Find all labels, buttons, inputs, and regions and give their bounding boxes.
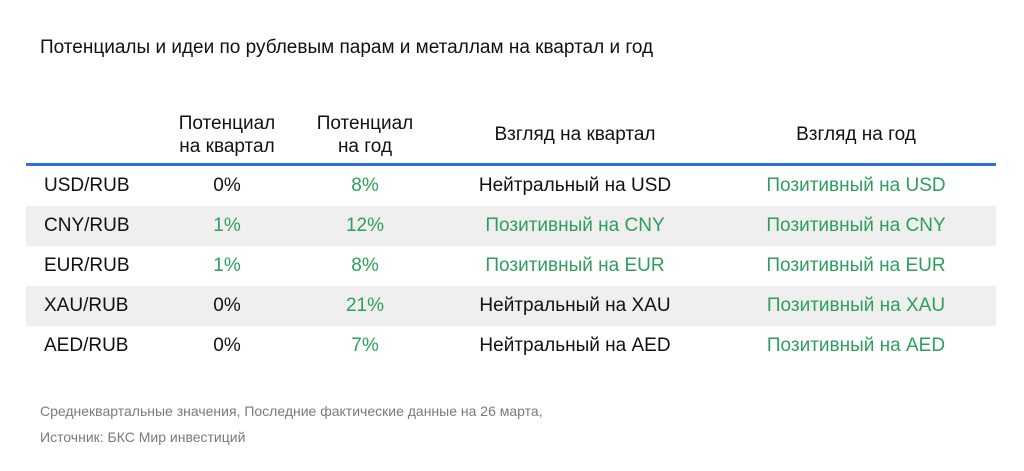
cell-pair: CNY/RUB [44,215,130,236]
table-body: USD/RUB 0% 8% Нейтральный на USD Позитив… [26,166,996,366]
table-row: AED/RUB 0% 7% Нейтральный на AED Позитив… [26,326,996,366]
cell-year-view: Позитивный на EUR [766,255,946,276]
cell-quarter-potential: 0% [213,295,241,316]
header-year-potential-line1: Потенциал [316,112,414,134]
cell-pair: USD/RUB [44,175,130,196]
cell-year-view: Позитивный на CNY [766,215,946,236]
cell-year-view: Позитивный на AED [766,335,946,356]
cell-year-potential: 8% [351,175,379,196]
cell-year-view: Позитивный на XAU [766,295,946,316]
cell-quarter-view: Нейтральный на XAU [479,295,671,316]
cell-year-potential: 21% [345,295,385,316]
header-quarter-view: Взгляд на квартал [494,124,656,145]
page-title: Потенциалы и идеи по рублевым парам и ме… [40,37,654,58]
cell-quarter-view: Позитивный на CNY [485,215,665,236]
header-quarter-potential-line2: на квартал [179,135,275,157]
cell-quarter-view: Позитивный на EUR [485,255,665,276]
cell-pair: XAU/RUB [44,295,129,316]
cell-quarter-potential: 1% [213,255,241,276]
cell-pair: EUR/RUB [44,255,130,276]
table-row: CNY/RUB 1% 12% Позитивный на CNY Позитив… [26,206,996,246]
table-header: Потенциал на квартал Потенциал на год Вз… [26,106,996,166]
table-row: EUR/RUB 1% 8% Позитивный на EUR Позитивн… [26,246,996,286]
header-year-view: Взгляд на год [796,124,916,145]
footnote-source: Источник: БКС Мир инвестиций [40,429,246,445]
table-row: USD/RUB 0% 8% Нейтральный на USD Позитив… [26,166,996,206]
cell-quarter-view: Нейтральный на USD [478,175,672,196]
cell-year-potential: 8% [351,255,379,276]
cell-quarter-potential: 0% [213,175,241,196]
footnote-data-note: Среднеквартальные значения, Последние фа… [40,403,543,419]
header-year-potential-line2: на год [337,135,393,157]
header-quarter-potential: Потенциал на квартал [166,106,288,163]
cell-quarter-view: Нейтральный на AED [479,335,671,356]
cell-pair: AED/RUB [44,335,129,356]
cell-year-potential: 12% [345,215,385,236]
header-quarter-potential-line1: Потенциал [178,112,276,134]
cell-quarter-potential: 1% [213,215,241,236]
cell-year-view: Позитивный на USD [766,175,946,196]
header-year-potential: Потенциал на год [301,106,429,163]
potentials-table: Потенциал на квартал Потенциал на год Вз… [26,106,996,366]
cell-year-potential: 7% [351,335,379,356]
cell-quarter-potential: 0% [213,335,241,356]
table-row: XAU/RUB 0% 21% Нейтральный на XAU Позити… [26,286,996,326]
